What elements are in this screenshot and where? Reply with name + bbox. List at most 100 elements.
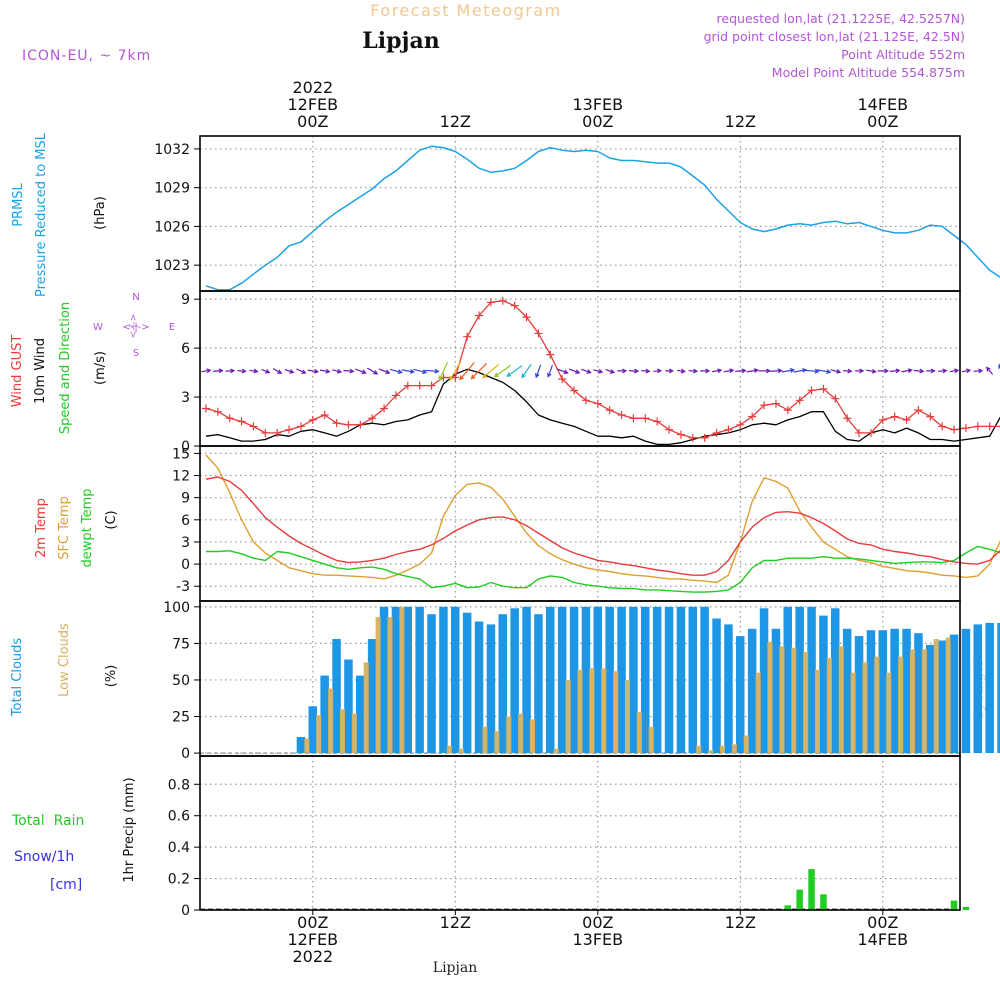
- total-cloud-bar: [486, 624, 496, 754]
- total-cloud-bar: [605, 606, 614, 753]
- total-cloud-bar: [427, 614, 436, 754]
- wind-arrow: [249, 368, 259, 374]
- gust-point: [581, 396, 590, 405]
- compass-n: N: [132, 292, 139, 303]
- compass-w: W: [93, 322, 103, 333]
- gust-point: [890, 412, 899, 421]
- low-cloud-bar: [933, 639, 939, 754]
- wind-line: [205, 368, 1000, 446]
- gust-point: [225, 414, 234, 423]
- gust-point: [605, 406, 614, 415]
- total-cloud-bar: [510, 608, 519, 754]
- rain-bar: [784, 905, 791, 910]
- top-time-axis: 202212FEB00Z12Z13FEB00Z12Z14FEB00Z12Z: [287, 78, 908, 131]
- wind-arrow: [605, 368, 616, 374]
- wind-arrow: [901, 368, 913, 373]
- bottom-time-label: 13FEB: [572, 930, 623, 949]
- bottom-time-label: 00Z: [582, 913, 613, 932]
- total-cloud-bar: [652, 606, 662, 753]
- wind-arrow: [593, 368, 604, 374]
- total-cloud-bar: [676, 606, 686, 753]
- chart-title: Forecast Meteogram: [370, 1, 561, 20]
- wind-dir-label: Speed and Direction: [58, 302, 73, 434]
- wind-ytick-label: 6: [181, 341, 190, 357]
- total-cloud-bar: [581, 606, 591, 753]
- bottom-time-label: 12FEB: [287, 930, 338, 949]
- total-cloud-bar: [308, 706, 317, 754]
- temp-ytick-label: 12: [172, 469, 190, 485]
- wind-arrow: [973, 368, 984, 374]
- precip-ytick-label: 0.4: [168, 840, 190, 856]
- total-cloud-bar: [736, 636, 745, 754]
- total-cloud-bar: [783, 606, 792, 753]
- wind-arrow: [225, 368, 236, 374]
- gust-point: [783, 406, 792, 415]
- total-cloud-bar: [546, 606, 555, 753]
- rain-bar: [796, 889, 803, 910]
- t2m-line: [205, 476, 1000, 576]
- gust-point: [486, 298, 495, 307]
- wind-arrow: [261, 368, 271, 374]
- wind-arrow: [581, 368, 592, 374]
- low-cloud-bar: [577, 669, 583, 753]
- total-cloud-bar: [747, 628, 757, 754]
- pressure-panel: 1023 1026 1029 1032: [154, 135, 1000, 292]
- temp-unit: (C): [104, 510, 119, 529]
- wind-arrow: [354, 368, 367, 375]
- rain-bar: [808, 869, 815, 910]
- low-cloud-bar: [553, 748, 559, 754]
- pressure-label-2: Pressure Reduced to MSL: [34, 132, 49, 297]
- gust-point: [570, 386, 579, 395]
- low-cloud-bar: [909, 649, 915, 754]
- low-cloud-bar: [529, 719, 535, 753]
- model-altitude: Model Point Altitude 554.875m: [772, 65, 965, 80]
- gust-point: [320, 411, 329, 419]
- total-cloud-bar: [997, 622, 1000, 753]
- gust-point: [237, 417, 246, 426]
- gust-point: [700, 433, 709, 442]
- bottom-time-label: 14FEB: [857, 930, 908, 949]
- total-cloud-bar: [403, 606, 412, 753]
- total-cloud-bar: [878, 630, 887, 753]
- dewpt-line: [205, 545, 1000, 593]
- gust-point: [938, 422, 947, 431]
- total-cloud-bar: [724, 624, 733, 754]
- clouds-ytick-label: 75: [172, 636, 190, 652]
- gust-point: [819, 384, 828, 393]
- wind-arrow: [296, 368, 307, 374]
- gust-point: [855, 428, 864, 437]
- low-cloud-bar: [898, 656, 904, 754]
- wind-arrow: [700, 368, 711, 374]
- low-cloud-bar: [446, 745, 452, 754]
- low-cloud-bar: [708, 750, 714, 754]
- wind-arrow: [781, 368, 796, 373]
- total-cloud-bar: [569, 606, 579, 753]
- low-cloud-bar: [589, 668, 595, 754]
- wind-arrow: [746, 368, 759, 373]
- top-time-label: 12Z: [725, 112, 756, 131]
- total-cloud-bar: [593, 606, 602, 753]
- snow-cm-label: [cm]: [50, 877, 82, 893]
- low-cloud-bar: [506, 716, 512, 754]
- bottom-time-label: 00Z: [297, 913, 328, 932]
- bottom-time-axis: 00Z12FEB202212Z00Z13FEB12Z00Z14FEB12Z: [287, 910, 908, 966]
- top-time-label: 00Z: [297, 112, 328, 131]
- gust-point: [997, 425, 1000, 428]
- gust-point: [843, 414, 852, 423]
- gust-point: [522, 313, 531, 322]
- wind-panel: 0 3 6 9: [181, 290, 1000, 455]
- wind-arrow: [401, 369, 416, 374]
- wind-arrow: [723, 368, 735, 374]
- gust-point: [201, 404, 210, 413]
- gust-point: [807, 386, 816, 395]
- total-cloud-bar: [985, 622, 994, 753]
- temp-ytick-label: 6: [181, 513, 190, 529]
- low-cloud-bar: [601, 668, 607, 754]
- wind-label: 10m Wind: [33, 338, 48, 404]
- total-cloud-bar: [688, 606, 697, 753]
- clouds-ytick-label: 0: [181, 746, 190, 762]
- wind-arrow: [438, 362, 449, 381]
- total-cloud-bar: [320, 675, 329, 754]
- model-label: ICON-EU, ~ 7km: [22, 48, 151, 64]
- gust-point: [332, 419, 341, 428]
